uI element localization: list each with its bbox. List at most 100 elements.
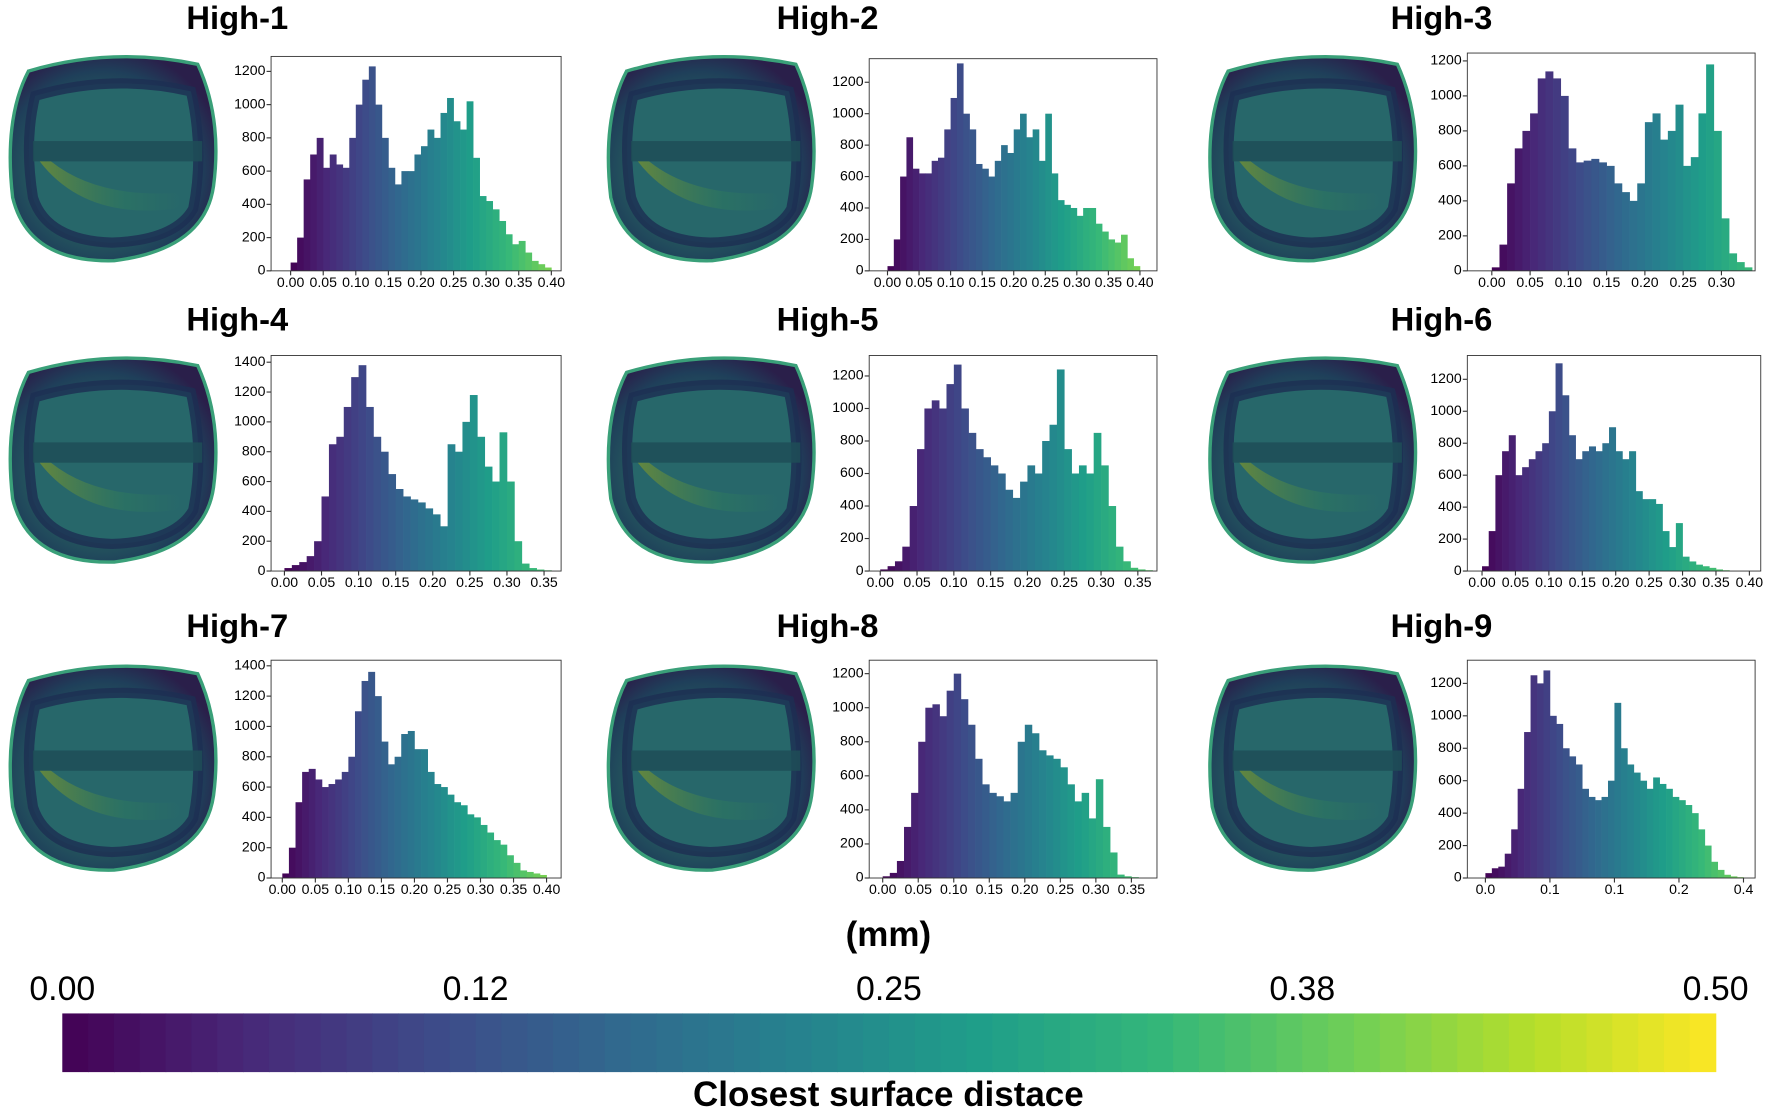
bar (1102, 231, 1109, 271)
colorbar-swatch (1043, 1013, 1071, 1073)
chart-title: High-2 (777, 0, 879, 36)
y-tick-label: 0 (856, 869, 864, 885)
colorbar-swatch (88, 1013, 115, 1073)
bar (1517, 788, 1525, 879)
x-tick-label: 0.15 (382, 574, 410, 590)
colorbar-swatch (1689, 1013, 1717, 1073)
y-tick-label: 200 (840, 835, 864, 851)
colorbar-swatch (527, 1013, 554, 1073)
y-tick-label: 600 (840, 464, 864, 480)
y-tick-label: 800 (840, 732, 864, 748)
x-tick-label: 0.10 (937, 274, 965, 290)
bar (1562, 395, 1570, 572)
bar (1488, 531, 1496, 572)
y-tick-label: 600 (840, 167, 864, 183)
colorbar-swatch (578, 1013, 606, 1073)
bar (937, 157, 945, 271)
bar (341, 771, 349, 879)
bar (1032, 129, 1040, 271)
bar (1133, 266, 1141, 271)
bar (944, 129, 951, 271)
bar (440, 787, 448, 879)
y-tick-label: 200 (242, 228, 266, 244)
bar (414, 154, 422, 271)
bar (492, 209, 500, 271)
bar (518, 240, 526, 271)
x-tick-label: 0.15 (1569, 574, 1597, 590)
y-tick-label: 1200 (1430, 370, 1462, 386)
x-tick-label: 0.00 (1468, 574, 1496, 590)
colorbar-swatch (139, 1013, 167, 1073)
bar (1012, 497, 1021, 572)
bar (454, 802, 462, 879)
bar (374, 696, 382, 879)
x-tick-label: 0.00 (1478, 274, 1506, 290)
y-tick-label: 0 (856, 562, 864, 578)
bar (1056, 369, 1065, 572)
bar (919, 173, 926, 271)
bar (1502, 451, 1510, 572)
colorbar-swatch (1069, 1013, 1097, 1073)
bar (1123, 561, 1131, 572)
bar (1089, 207, 1097, 271)
bar (514, 541, 523, 572)
colorbar-swatch (992, 1013, 1019, 1073)
colorbar-swatch (1483, 1013, 1510, 1073)
x-tick-label: 0.10 (940, 881, 968, 897)
y-tick-label: 400 (1438, 804, 1462, 820)
y-tick-label: 800 (242, 129, 266, 145)
bar (1537, 78, 1546, 271)
y-tick-label: 1200 (1430, 674, 1462, 690)
x-tick-label: 0.35 (530, 574, 558, 590)
bar (1614, 702, 1622, 879)
x-tick-label: 0.20 (1000, 274, 1028, 290)
bar (417, 502, 426, 572)
bar (1627, 764, 1635, 879)
chart-title: High-1 (186, 0, 288, 36)
bar (427, 129, 435, 271)
colorbar-swatch (1638, 1013, 1665, 1073)
bar (1721, 218, 1730, 271)
bar (440, 112, 448, 271)
axes-frame (1466, 52, 1756, 272)
bar (1482, 566, 1490, 572)
bar (1582, 451, 1590, 572)
bar (1689, 561, 1697, 572)
x-tick-label: 0.4 (1734, 881, 1754, 897)
y-tick-label: 600 (1438, 771, 1462, 787)
bar (1569, 756, 1577, 879)
bar (1595, 800, 1602, 879)
bar (315, 779, 323, 879)
bar (1633, 772, 1641, 879)
x-tick-label: 0.35 (500, 881, 528, 897)
bar (998, 473, 1006, 572)
y-tick-label: 600 (840, 767, 864, 783)
bar (368, 671, 376, 879)
bar (931, 400, 940, 572)
bar (1034, 473, 1043, 572)
bar (1051, 173, 1059, 271)
bar (348, 756, 356, 879)
bar (946, 690, 955, 879)
y-tick-label: 0 (1454, 869, 1462, 885)
bar (1736, 262, 1745, 271)
specimen-thumbnail (608, 57, 814, 261)
x-tick-label: 0.10 (1535, 574, 1563, 590)
x-tick-label: 0.05 (309, 274, 337, 290)
bar (1110, 852, 1118, 879)
bar (469, 395, 478, 572)
y-tick-label: 0 (856, 262, 864, 278)
bar (953, 364, 962, 572)
bar (968, 432, 977, 572)
bar (366, 406, 374, 572)
bar (447, 97, 454, 271)
bar (1652, 113, 1661, 271)
bar (462, 421, 471, 572)
x-tick-label: 0.15 (1593, 274, 1621, 290)
y-tick-label: 1400 (234, 657, 266, 673)
bar (1020, 113, 1027, 271)
colorbar-swatch (372, 1013, 399, 1073)
y-tick-label: 0 (258, 869, 266, 885)
bar (299, 562, 308, 572)
